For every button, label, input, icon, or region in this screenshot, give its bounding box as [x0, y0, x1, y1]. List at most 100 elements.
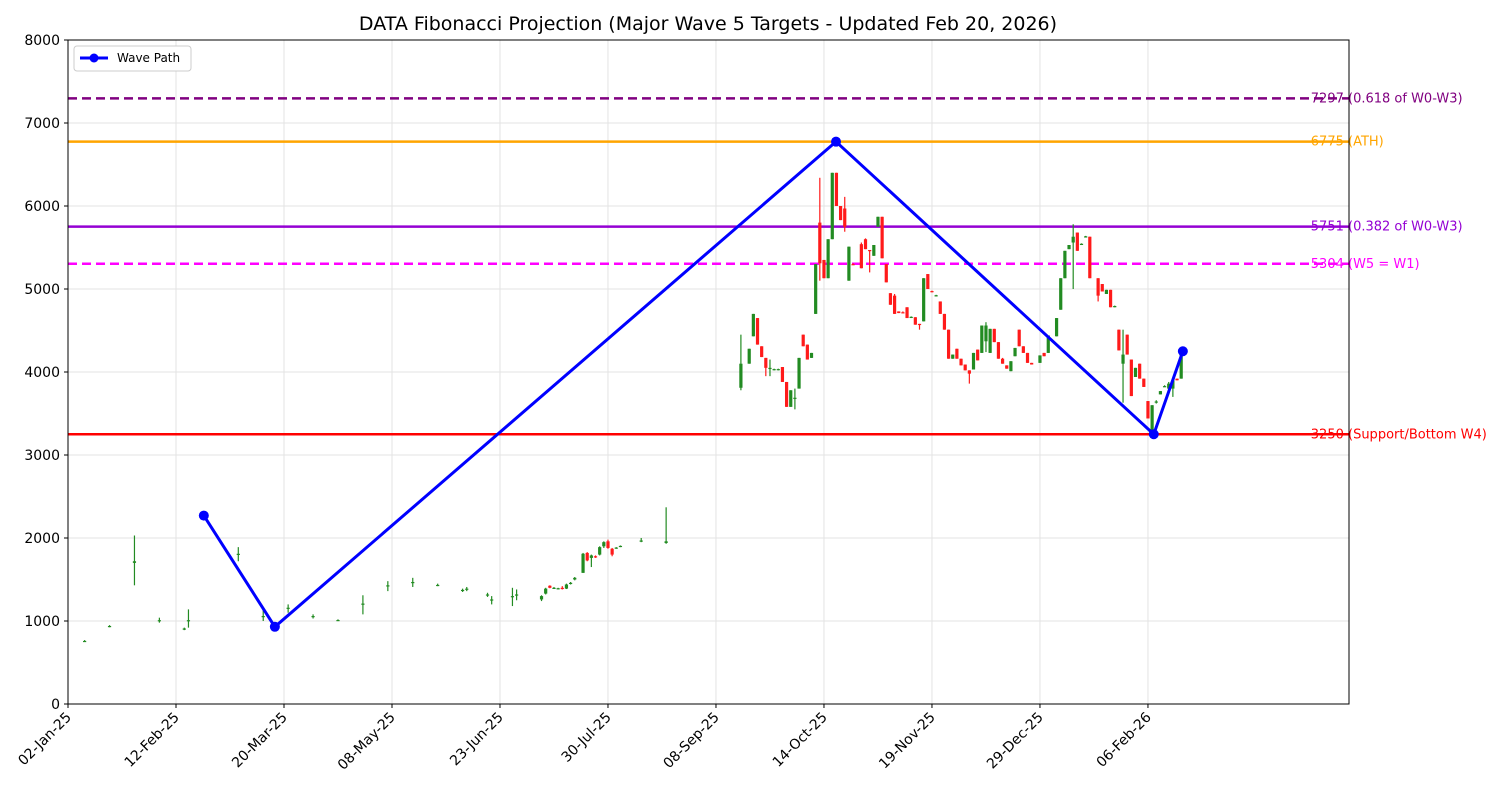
- candle-body: [776, 369, 780, 371]
- y-tick-label: 3000: [24, 448, 60, 464]
- level-label: 5304 (W5 = W1): [1311, 257, 1420, 272]
- chart-title: DATA Fibonacci Projection (Major Wave 5 …: [359, 13, 1057, 35]
- candle-body: [751, 313, 755, 337]
- candle-body: [614, 547, 618, 549]
- candle-body: [789, 390, 793, 407]
- candle-body: [186, 620, 191, 622]
- candle-body: [548, 585, 552, 588]
- candle-body: [863, 239, 868, 250]
- candle-body: [1038, 355, 1042, 363]
- candle-body: [1133, 367, 1138, 377]
- y-tick-label: 4000: [24, 365, 60, 381]
- candle-body: [988, 328, 992, 353]
- candle-body: [880, 216, 884, 259]
- candle-body: [157, 620, 161, 622]
- level-label: 6775 (ATH): [1311, 135, 1384, 150]
- candle-body: [311, 616, 315, 618]
- candle-body: [780, 367, 785, 382]
- candle-body: [336, 620, 340, 622]
- candle-body: [801, 334, 805, 347]
- wave-point: [831, 136, 842, 147]
- candle-body: [768, 367, 772, 370]
- grid: [67, 39, 1349, 705]
- candle-body: [755, 318, 760, 345]
- candle-body: [905, 307, 909, 319]
- candle-body: [838, 206, 843, 221]
- candle-body: [1005, 365, 1009, 369]
- candle-body: [1059, 278, 1063, 310]
- candle-body: [564, 584, 569, 589]
- candle-body: [951, 354, 955, 359]
- candle-body: [361, 603, 365, 605]
- candle-body: [930, 291, 934, 293]
- candle-body: [859, 244, 863, 269]
- y-tick-label: 0: [51, 697, 60, 713]
- candle-body: [1075, 232, 1079, 251]
- wave-path: [198, 136, 1188, 632]
- y-tick-label: 7000: [24, 116, 60, 132]
- candle-body: [909, 316, 913, 319]
- candle-body: [585, 552, 589, 561]
- candle-body: [963, 364, 967, 371]
- candle-body: [386, 585, 390, 587]
- candle-body: [1158, 391, 1163, 395]
- candle-body: [996, 342, 1001, 359]
- candle-body: [851, 264, 855, 266]
- candle-body: [926, 274, 930, 289]
- candle-body: [556, 588, 560, 590]
- candle-body: [1000, 358, 1005, 364]
- candle-body: [83, 640, 87, 643]
- candle-body: [1179, 350, 1183, 379]
- candle-body: [1084, 236, 1088, 238]
- candle-body: [544, 588, 548, 594]
- candle-body: [552, 587, 556, 589]
- y-tick-label: 6000: [24, 199, 60, 215]
- candle-body: [747, 348, 751, 364]
- candle-body: [1142, 378, 1146, 387]
- candle-body: [593, 556, 598, 558]
- wave-point: [269, 621, 280, 632]
- candle-body: [1009, 361, 1013, 372]
- candle-body: [639, 540, 643, 542]
- level-label: 5751 (0.382 of W0-W3): [1311, 220, 1463, 235]
- candle-body: [1150, 405, 1154, 431]
- candle-body: [573, 577, 577, 580]
- candle-body: [465, 588, 469, 590]
- candle-body: [1017, 329, 1021, 347]
- candle-body: [888, 293, 893, 305]
- candle-body: [261, 616, 265, 618]
- candle-body: [411, 581, 415, 584]
- candle-body: [1154, 401, 1158, 403]
- candle-body: [1054, 318, 1059, 337]
- candle-body: [618, 545, 623, 548]
- candle-body: [976, 349, 980, 361]
- candle-body: [568, 582, 573, 585]
- candle-body: [946, 329, 951, 359]
- candle-body: [1117, 329, 1121, 351]
- candle-body: [872, 245, 876, 256]
- candle-body: [490, 599, 494, 601]
- level-label: 3250 (Support/Bottom W4): [1311, 427, 1487, 442]
- legend-marker: [89, 53, 99, 63]
- legend: Wave Path: [73, 45, 192, 72]
- candle-body: [1121, 354, 1125, 364]
- candle-body: [510, 596, 515, 598]
- candle-body: [992, 328, 996, 343]
- level-label: 7297 (0.618 of W0-W3): [1311, 91, 1463, 106]
- candle-body: [739, 363, 743, 388]
- candle-body: [971, 352, 976, 370]
- candle-body: [610, 548, 614, 555]
- candles: [83, 172, 1183, 643]
- candle-body: [917, 323, 922, 326]
- candle-body: [868, 249, 872, 252]
- candle-body: [1171, 380, 1175, 389]
- candle-body: [598, 547, 602, 555]
- candle-body: [1146, 401, 1150, 419]
- wave-point: [1148, 429, 1159, 440]
- candle-body: [843, 208, 847, 227]
- candle-body: [884, 264, 888, 283]
- candle-body: [809, 352, 814, 358]
- candle-body: [967, 370, 971, 374]
- candle-body: [132, 561, 137, 563]
